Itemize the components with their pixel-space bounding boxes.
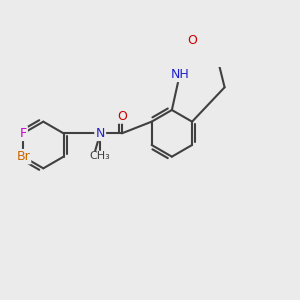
- Text: NH: NH: [170, 68, 189, 81]
- Text: Br: Br: [16, 150, 30, 163]
- Text: NH: NH: [170, 68, 189, 81]
- Text: O: O: [187, 34, 197, 47]
- Text: O: O: [117, 110, 127, 122]
- Text: Br: Br: [17, 152, 29, 162]
- Text: CH₃: CH₃: [90, 151, 111, 161]
- Text: O: O: [187, 33, 198, 47]
- Text: O: O: [116, 109, 127, 123]
- Text: F: F: [20, 127, 27, 140]
- Text: F: F: [20, 127, 27, 140]
- Text: N: N: [95, 126, 105, 140]
- Text: N: N: [95, 127, 105, 140]
